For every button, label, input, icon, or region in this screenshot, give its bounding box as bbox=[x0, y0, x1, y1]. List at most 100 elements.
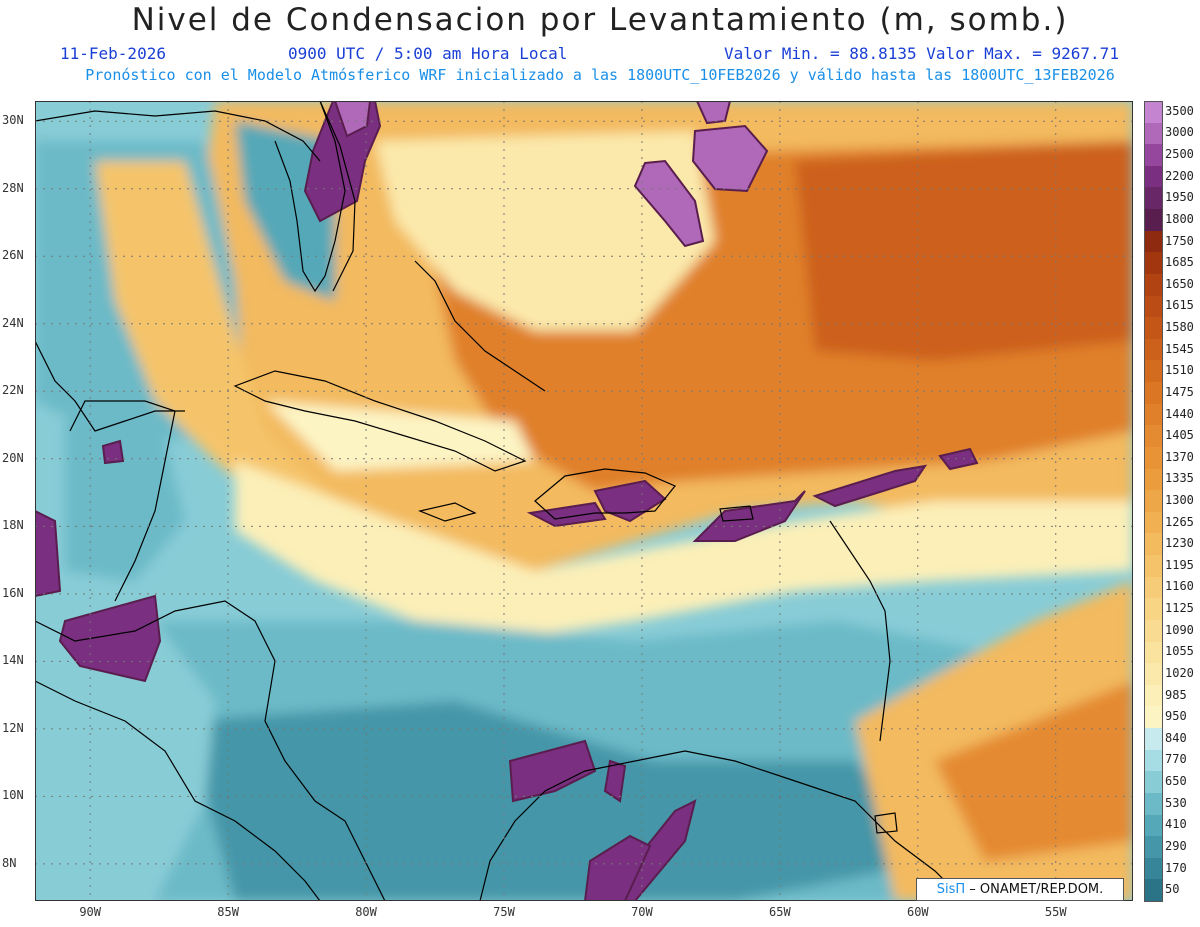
valid-date: 11-Feb-2026 bbox=[60, 44, 166, 63]
region-hispaniola bbox=[593, 479, 667, 523]
lat-tick-label: 18N bbox=[2, 518, 24, 533]
legend-label: 170 bbox=[1165, 860, 1187, 875]
legend-swatch bbox=[1144, 490, 1162, 513]
legend-swatch bbox=[1144, 403, 1162, 426]
legend-swatch bbox=[1144, 555, 1162, 578]
legend-swatch bbox=[1144, 792, 1162, 815]
legend-label: 1650 bbox=[1165, 276, 1194, 291]
high-lcl-regions bbox=[35, 101, 979, 901]
region-honduras bbox=[58, 594, 162, 683]
legend-label: 2200 bbox=[1165, 168, 1194, 183]
coast-lesser-antilles bbox=[829, 520, 891, 742]
shading-caribbean-band bbox=[235, 461, 1133, 641]
legend-label: 1440 bbox=[1165, 406, 1194, 421]
legend-swatch bbox=[1144, 879, 1162, 902]
legend-frame bbox=[1144, 101, 1163, 902]
credit-org: – ONAMET/REP.DOM. bbox=[965, 882, 1104, 897]
shading-east-dark bbox=[795, 141, 1133, 361]
legend-label: 840 bbox=[1165, 730, 1187, 745]
legend-swatch bbox=[1144, 144, 1162, 167]
legend-label: 410 bbox=[1165, 817, 1187, 832]
legend-swatch bbox=[1144, 382, 1162, 405]
region-colombia-1 bbox=[508, 739, 597, 803]
legend-label: 1510 bbox=[1165, 363, 1194, 378]
coast-gulf-us bbox=[35, 110, 321, 162]
lat-tick-label: 8N bbox=[2, 855, 17, 870]
legend-label: 530 bbox=[1165, 795, 1187, 810]
legend-label: 1545 bbox=[1165, 341, 1194, 356]
legend-swatch bbox=[1144, 338, 1162, 361]
coastlines bbox=[35, 101, 966, 901]
region-east-streak bbox=[812, 464, 928, 508]
legend-swatch bbox=[1144, 576, 1162, 599]
region-florida bbox=[303, 101, 382, 223]
shading-pacific bbox=[35, 621, 215, 901]
coast-cuba bbox=[233, 370, 527, 472]
legend-label: 50 bbox=[1165, 882, 1180, 897]
legend-swatch bbox=[1144, 446, 1162, 470]
legend-label: 1580 bbox=[1165, 320, 1194, 335]
legend-label: 650 bbox=[1165, 774, 1187, 789]
coast-florida-east bbox=[319, 101, 356, 292]
legend-swatch bbox=[1144, 771, 1162, 794]
legend-swatch bbox=[1144, 749, 1162, 772]
coast-bahamas bbox=[414, 260, 546, 392]
shading-yellow-center bbox=[375, 131, 715, 331]
legend-label: 2500 bbox=[1165, 147, 1194, 162]
lat-tick-label: 10N bbox=[2, 788, 24, 803]
coast-pacific-ca bbox=[35, 680, 321, 901]
legend-label: 1265 bbox=[1165, 514, 1194, 529]
region-orinoco bbox=[583, 834, 652, 901]
credit-box: SisΠ – ONAMET/REP.DOM. bbox=[916, 878, 1124, 901]
legend-swatch bbox=[1144, 663, 1162, 686]
legend-swatch bbox=[1144, 836, 1162, 859]
legend-label: 1195 bbox=[1165, 557, 1194, 572]
min-max-values: Valor Min. = 88.8135 Valor Max. = 9267.7… bbox=[724, 44, 1119, 63]
legend-label: 1370 bbox=[1165, 449, 1194, 464]
coast-hispaniola bbox=[534, 468, 676, 520]
coast-florida bbox=[274, 101, 346, 293]
legend-swatch bbox=[1144, 619, 1162, 643]
legend-label: 1090 bbox=[1165, 622, 1194, 637]
legend-swatch bbox=[1144, 122, 1162, 145]
coast-mexico-gulf bbox=[35, 340, 185, 432]
legend-swatch bbox=[1144, 533, 1162, 556]
legend-label: 1300 bbox=[1165, 493, 1194, 507]
lat-tick-label: 14N bbox=[2, 653, 24, 668]
legend-swatch bbox=[1144, 360, 1162, 383]
region-belize bbox=[35, 509, 62, 598]
lon-tick-label: 65W bbox=[769, 905, 791, 919]
lon-tick-label: 75W bbox=[493, 905, 515, 919]
lon-tick-label: 85W bbox=[217, 905, 239, 919]
coast-south-america bbox=[479, 750, 966, 901]
legend-label: 3500 bbox=[1165, 103, 1194, 118]
legend-label: 290 bbox=[1165, 838, 1187, 853]
region-atlantic-2 bbox=[691, 124, 769, 193]
legend-label: 1800 bbox=[1165, 211, 1194, 226]
legend-swatch bbox=[1144, 273, 1162, 297]
legend-label: 985 bbox=[1165, 687, 1187, 702]
lon-tick-label: 70W bbox=[631, 905, 653, 919]
legend-swatch bbox=[1144, 187, 1162, 210]
coast-trinidad bbox=[874, 812, 898, 834]
shading-gulf-tan bbox=[95, 161, 335, 521]
lat-tick-label: 16N bbox=[2, 585, 24, 600]
shading-yucatan bbox=[65, 401, 185, 581]
region-east-dot bbox=[938, 447, 979, 471]
forecast-note: Pronóstico con el Modelo Atmósferico WRF… bbox=[85, 66, 1115, 84]
coast-yucatan bbox=[69, 400, 176, 602]
legend-label: 1405 bbox=[1165, 428, 1194, 443]
legend-label: 1160 bbox=[1165, 579, 1194, 594]
region-puerto-rico bbox=[692, 490, 806, 542]
legend-label: 770 bbox=[1165, 752, 1187, 767]
legend-label: 1335 bbox=[1165, 471, 1194, 486]
legend-swatch bbox=[1144, 425, 1162, 448]
region-yucatan-dot bbox=[101, 439, 125, 465]
legend-swatch bbox=[1144, 230, 1162, 253]
lat-lon-grid bbox=[35, 101, 1133, 901]
legend-swatch bbox=[1144, 101, 1162, 124]
lat-tick-label: 22N bbox=[2, 383, 24, 398]
lon-tick-label: 55W bbox=[1044, 905, 1067, 919]
lat-tick-label: 28N bbox=[2, 180, 24, 195]
lat-tick-label: 12N bbox=[2, 720, 24, 735]
